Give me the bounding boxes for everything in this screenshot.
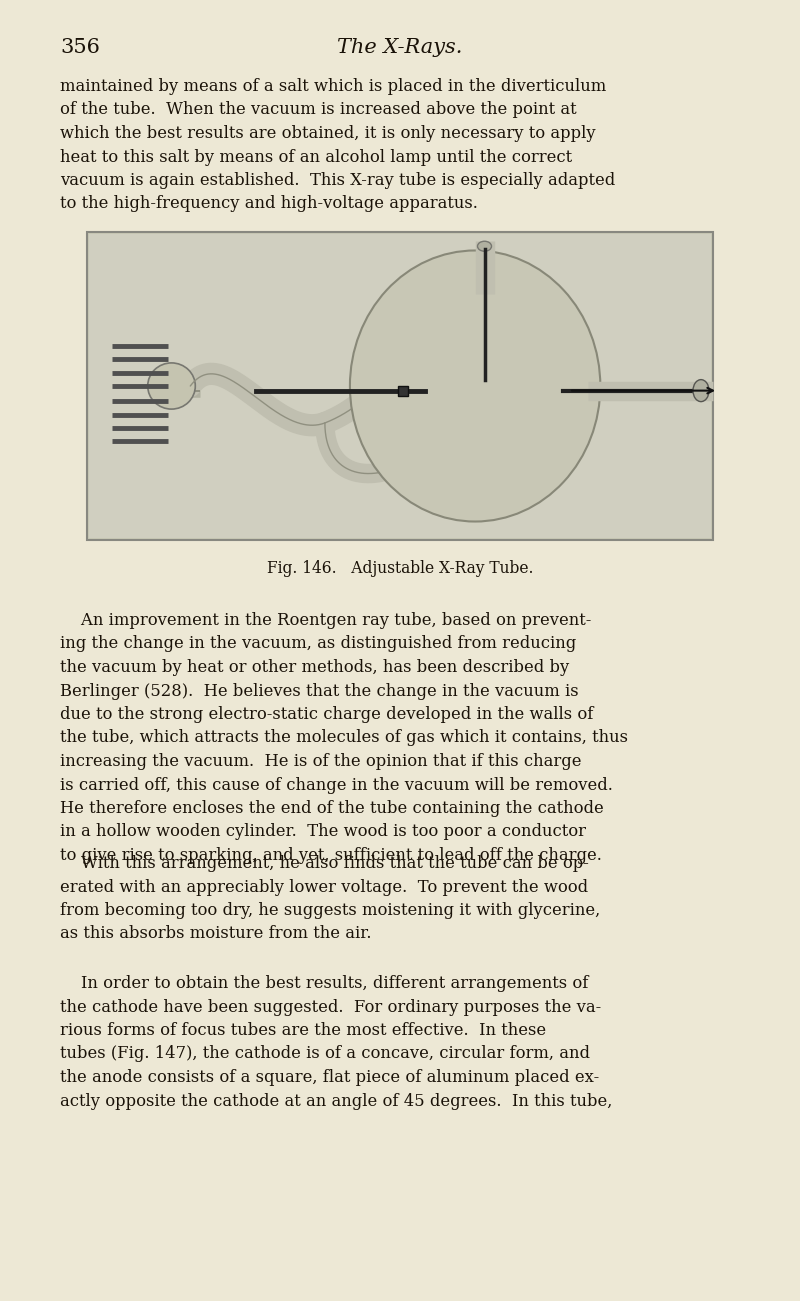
Text: With this arrangement, he also finds that the tube can be op-: With this arrangement, he also finds tha… xyxy=(60,855,589,872)
Ellipse shape xyxy=(148,363,195,409)
Ellipse shape xyxy=(350,251,600,522)
Text: An improvement in the Roentgen ray tube, based on prevent-: An improvement in the Roentgen ray tube,… xyxy=(60,611,591,628)
Text: the tube, which attracts the molecules of gas which it contains, thus: the tube, which attracts the molecules o… xyxy=(60,730,628,747)
Text: to the high-frequency and high-voltage apparatus.: to the high-frequency and high-voltage a… xyxy=(60,195,478,212)
Text: increasing the vacuum.  He is of the opinion that if this charge: increasing the vacuum. He is of the opin… xyxy=(60,753,582,770)
Text: as this absorbs moisture from the air.: as this absorbs moisture from the air. xyxy=(60,925,371,942)
Text: Fig. 146.   Adjustable X-Ray Tube.: Fig. 146. Adjustable X-Ray Tube. xyxy=(266,559,534,578)
Text: which the best results are obtained, it is only necessary to apply: which the best results are obtained, it … xyxy=(60,125,596,142)
Text: erated with an appreciably lower voltage.  To prevent the wood: erated with an appreciably lower voltage… xyxy=(60,878,588,895)
Bar xyxy=(89,234,711,539)
Text: heat to this salt by means of an alcohol lamp until the correct: heat to this salt by means of an alcohol… xyxy=(60,148,572,165)
Text: actly opposite the cathode at an angle of 45 degrees.  In this tube,: actly opposite the cathode at an angle o… xyxy=(60,1093,612,1110)
Bar xyxy=(87,232,713,540)
Text: to give rise to sparking, and yet, sufficient to lead off the charge.: to give rise to sparking, and yet, suffi… xyxy=(60,847,602,864)
Text: from becoming too dry, he suggests moistening it with glycerine,: from becoming too dry, he suggests moist… xyxy=(60,902,600,919)
Text: the cathode have been suggested.  For ordinary purposes the va-: the cathode have been suggested. For ord… xyxy=(60,998,602,1016)
Text: the anode consists of a square, flat piece of aluminum placed ex-: the anode consists of a square, flat pie… xyxy=(60,1069,599,1086)
Text: In order to obtain the best results, different arrangements of: In order to obtain the best results, dif… xyxy=(60,974,588,991)
Ellipse shape xyxy=(478,241,491,251)
Text: Berlinger (528).  He believes that the change in the vacuum is: Berlinger (528). He believes that the ch… xyxy=(60,683,578,700)
Text: the vacuum by heat or other methods, has been described by: the vacuum by heat or other methods, has… xyxy=(60,660,570,677)
Text: He therefore encloses the end of the tube containing the cathode: He therefore encloses the end of the tub… xyxy=(60,800,604,817)
Text: rious forms of focus tubes are the most effective.  In these: rious forms of focus tubes are the most … xyxy=(60,1023,546,1039)
Text: in a hollow wooden cylinder.  The wood is too poor a conductor: in a hollow wooden cylinder. The wood is… xyxy=(60,824,586,840)
Text: vacuum is again established.  This X-ray tube is especially adapted: vacuum is again established. This X-ray … xyxy=(60,172,615,189)
Text: maintained by means of a salt which is placed in the diverticulum: maintained by means of a salt which is p… xyxy=(60,78,606,95)
Bar xyxy=(398,385,408,396)
Text: tubes (Fig. 147), the cathode is of a concave, circular form, and: tubes (Fig. 147), the cathode is of a co… xyxy=(60,1046,590,1063)
Text: The X-Rays.: The X-Rays. xyxy=(338,38,462,57)
Text: 356: 356 xyxy=(60,38,100,57)
Text: due to the strong electro-static charge developed in the walls of: due to the strong electro-static charge … xyxy=(60,706,594,723)
Ellipse shape xyxy=(693,380,709,402)
Text: is carried off, this cause of change in the vacuum will be removed.: is carried off, this cause of change in … xyxy=(60,777,613,794)
Text: ing the change in the vacuum, as distinguished from reducing: ing the change in the vacuum, as disting… xyxy=(60,635,576,653)
Text: of the tube.  When the vacuum is increased above the point at: of the tube. When the vacuum is increase… xyxy=(60,101,577,118)
